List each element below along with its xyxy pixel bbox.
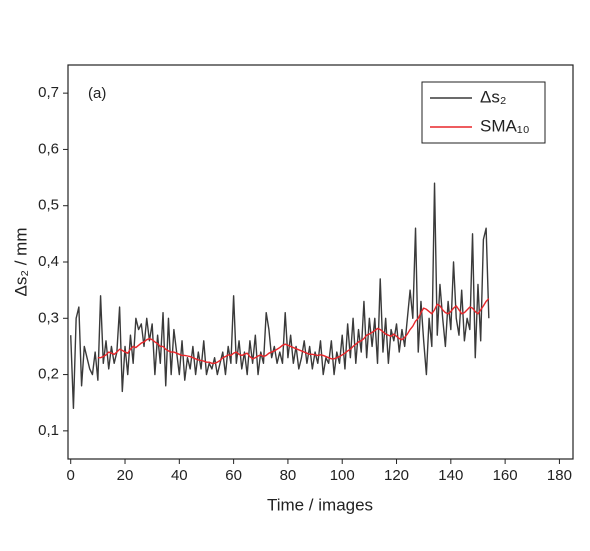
x-tick-label: 40 (171, 467, 188, 484)
y-tick-label: 0,2 (38, 366, 59, 383)
y-tick-label: 0,4 (38, 253, 59, 270)
legend-label: SMA₁₀ (480, 116, 530, 135)
legend-label: Δs₂ (480, 87, 506, 106)
y-axis-title: Δs₂ / mm (11, 228, 30, 297)
x-tick-label: 60 (225, 467, 242, 484)
y-tick-label: 0,7 (38, 84, 59, 101)
x-tick-label: 140 (438, 467, 463, 484)
x-tick-label: 120 (384, 467, 409, 484)
y-tick-label: 0,1 (38, 422, 59, 439)
data-line (70, 182, 490, 410)
y-tick-label: 0,6 (38, 140, 59, 157)
x-axis-title: Time / images (267, 495, 373, 514)
y-tick-label: 0,5 (38, 197, 59, 214)
x-tick-label: 20 (117, 467, 134, 484)
x-tick-label: 100 (330, 467, 355, 484)
x-tick-label: 180 (547, 467, 572, 484)
annotation: (a) (88, 85, 106, 102)
x-tick-label: 0 (67, 467, 75, 484)
x-tick-label: 160 (493, 467, 518, 484)
y-tick-label: 0,3 (38, 309, 59, 326)
x-tick-label: 80 (280, 467, 297, 484)
data-line (97, 298, 490, 365)
legend-box (421, 81, 546, 144)
